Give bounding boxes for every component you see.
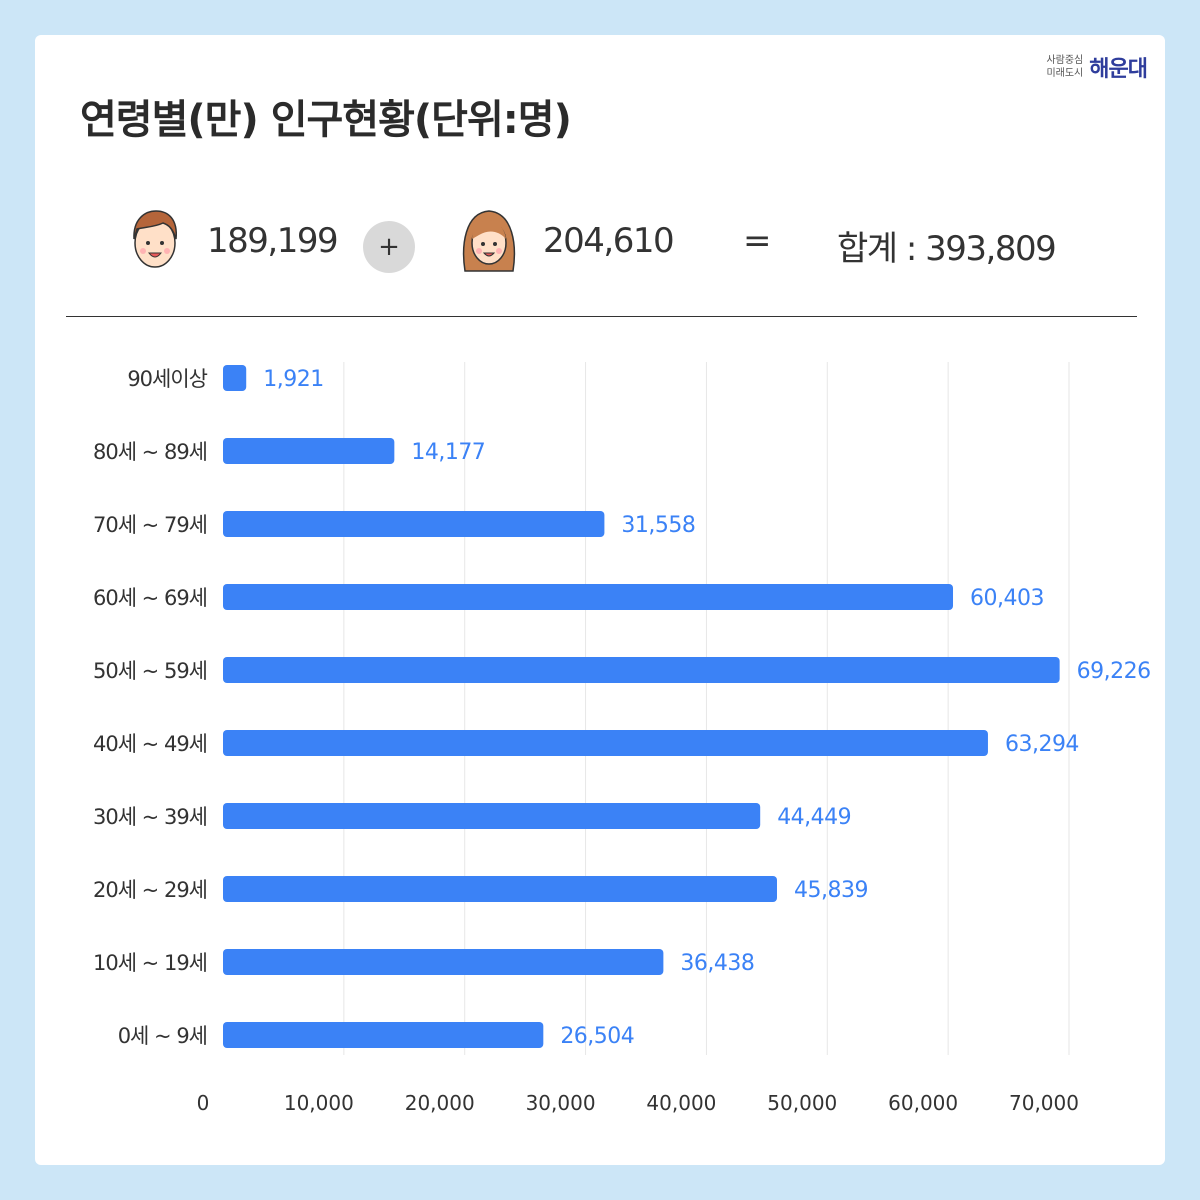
x-tick-label: 0	[197, 1091, 210, 1115]
x-tick-label: 60,000	[888, 1091, 958, 1115]
bar	[223, 876, 777, 902]
logo-slogan: 사람중심 미래도시	[1046, 54, 1083, 80]
bar	[223, 511, 605, 537]
category-label: 40세 ~ 49세	[93, 732, 207, 756]
population-summary: 189,199 + 204,610 = 합계 : 393,809	[35, 205, 1165, 285]
equals-symbol: =	[743, 221, 772, 261]
logo-slogan-line1: 사람중심	[1046, 55, 1084, 66]
data-label: 36,438	[680, 951, 754, 976]
female-count: 204,610	[543, 221, 675, 261]
logo: 사람중심 미래도시 해운대	[1046, 51, 1148, 83]
category-label: 70세 ~ 79세	[93, 513, 207, 537]
bar	[223, 949, 664, 975]
category-label: 0세 ~ 9세	[118, 1024, 207, 1048]
plus-icon: +	[363, 221, 415, 273]
logo-slogan-line2: 미래도시	[1046, 68, 1084, 79]
bar	[223, 438, 395, 464]
data-label: 44,449	[777, 805, 851, 830]
category-label: 90세이상	[127, 367, 207, 391]
x-tick-label: 20,000	[405, 1091, 475, 1115]
x-tick-label: 70,000	[1009, 1091, 1079, 1115]
bar	[223, 730, 988, 756]
data-label: 45,839	[794, 878, 868, 903]
x-tick-label: 30,000	[526, 1091, 596, 1115]
data-label: 69,226	[1077, 659, 1151, 684]
logo-name: 해운대	[1089, 57, 1148, 82]
bar	[223, 803, 761, 829]
male-count: 189,199	[207, 221, 339, 261]
bar	[223, 584, 954, 610]
total-count: 합계 : 393,809	[837, 229, 1057, 269]
page-title: 연령별(만) 인구현황(단위:명)	[80, 97, 572, 143]
divider	[66, 316, 1137, 317]
category-label: 50세 ~ 59세	[93, 659, 207, 683]
male-avatar-icon	[133, 210, 177, 268]
bar	[223, 657, 1060, 683]
category-label: 30세 ~ 39세	[93, 805, 207, 829]
x-tick-label: 50,000	[767, 1091, 837, 1115]
category-label: 80세 ~ 89세	[93, 440, 207, 464]
x-tick-label: 40,000	[646, 1091, 716, 1115]
data-label: 63,294	[1005, 732, 1079, 757]
data-label: 1,921	[263, 367, 323, 392]
category-label: 10세 ~ 19세	[93, 951, 207, 975]
data-label: 60,403	[970, 586, 1044, 611]
x-tick-label: 10,000	[284, 1091, 354, 1115]
data-label: 14,177	[411, 440, 485, 465]
bar	[223, 1022, 544, 1048]
data-label: 26,504	[560, 1024, 634, 1049]
data-label: 31,558	[621, 513, 695, 538]
female-avatar-icon	[462, 210, 516, 272]
category-label: 20세 ~ 29세	[93, 878, 207, 902]
plus-symbol: +	[378, 232, 400, 262]
category-label: 60세 ~ 69세	[93, 586, 207, 610]
bar	[223, 365, 247, 391]
